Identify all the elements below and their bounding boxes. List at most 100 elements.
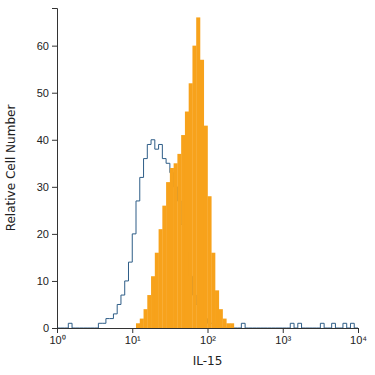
- histogram-bar: [61, 328, 65, 329]
- histogram-bar: [162, 206, 166, 328]
- x-tick-label: 10¹: [125, 334, 141, 346]
- histogram-step: [271, 328, 275, 329]
- y-tick-mark: [52, 93, 57, 94]
- y-tick: 20: [37, 228, 57, 240]
- histogram-step: [253, 328, 257, 329]
- histogram-bar: [110, 328, 114, 329]
- x-axis-title: IL-15: [193, 354, 223, 368]
- series-1: [136, 17, 234, 328]
- histogram-step: [151, 140, 155, 145]
- histogram-step: [72, 323, 76, 328]
- histogram-bar: [132, 328, 136, 329]
- histogram-step: [347, 323, 351, 328]
- histogram-step: [98, 323, 102, 328]
- histogram-step: [335, 323, 339, 328]
- histogram-bar: [256, 328, 260, 329]
- axis-line: [52, 9, 58, 329]
- histogram-step: [136, 201, 140, 234]
- y-tick-mark: [52, 187, 57, 188]
- histogram-bar: [287, 328, 291, 329]
- histogram-bar: [87, 328, 91, 329]
- histogram-bar: [241, 328, 245, 329]
- histogram-bar: [275, 328, 279, 329]
- histogram-step: [283, 328, 287, 329]
- histogram-step: [95, 328, 99, 329]
- histogram-step: [298, 323, 302, 328]
- histogram-bar: [174, 163, 178, 328]
- histogram-bar: [192, 46, 196, 328]
- histogram-bar: [68, 328, 72, 329]
- histogram-bar: [136, 323, 140, 328]
- histogram-bar: [181, 135, 185, 328]
- histogram-bar: [302, 328, 306, 329]
- histogram-bar: [155, 253, 159, 328]
- histogram-bar: [147, 295, 151, 328]
- histogram-step: [155, 140, 159, 149]
- histogram-bar: [234, 328, 238, 329]
- histogram-step: [328, 328, 332, 329]
- histogram-step: [61, 328, 65, 329]
- histogram-step: [264, 328, 268, 329]
- histogram-bar: [106, 328, 110, 329]
- histogram-bar: [189, 83, 193, 328]
- histogram-step: [106, 319, 110, 324]
- histogram-bar: [113, 328, 117, 329]
- histogram-bar: [215, 290, 219, 328]
- histogram-bar: [98, 328, 102, 329]
- histogram-step: [147, 144, 151, 158]
- histogram-step: [162, 144, 166, 158]
- histogram-step: [113, 314, 117, 319]
- histogram-bar: [117, 328, 121, 329]
- histogram-bar: [91, 328, 95, 329]
- histogram-step: [350, 323, 354, 328]
- histogram-bar: [320, 328, 324, 329]
- histogram-step: [166, 159, 170, 164]
- y-tick-label: 40: [37, 134, 49, 146]
- histogram-bar: [185, 112, 189, 328]
- histogram-bar: [65, 328, 69, 329]
- histogram-step: [268, 328, 272, 329]
- histogram-bar: [332, 328, 336, 329]
- y-tick-mark: [52, 140, 57, 141]
- histogram-bar: [72, 328, 76, 329]
- histogram-step: [245, 323, 249, 328]
- histogram-step: [234, 328, 238, 329]
- histogram-bar: [335, 328, 339, 329]
- histogram-bar: [121, 328, 125, 329]
- histogram-step: [102, 323, 106, 324]
- x-tick: 10¹: [125, 328, 141, 346]
- y-tick: 10: [37, 275, 57, 287]
- histogram-bar: [298, 328, 302, 329]
- plot-area: [57, 17, 358, 328]
- histogram-bar: [264, 328, 268, 329]
- histogram-bar: [166, 182, 170, 328]
- y-tick: 30: [37, 181, 57, 193]
- histogram-bar: [200, 60, 204, 328]
- histogram-step: [65, 328, 69, 329]
- histogram-step: [121, 295, 125, 304]
- x-tick-label: 10⁴: [350, 334, 367, 346]
- histogram-step: [354, 323, 358, 328]
- histogram-bar: [170, 168, 174, 328]
- x-tick: 10⁰: [49, 328, 65, 346]
- histogram-step: [140, 177, 144, 201]
- histogram-bar: [268, 328, 272, 329]
- histogram-step: [279, 328, 283, 329]
- histogram-bar: [279, 328, 283, 329]
- histogram-bar: [343, 328, 347, 329]
- histogram-step: [117, 304, 121, 313]
- histogram-bar: [144, 309, 148, 328]
- histogram-bar: [211, 253, 215, 328]
- histogram-bar: [238, 328, 242, 329]
- axis-line: [58, 329, 359, 334]
- histogram-bar: [354, 328, 358, 329]
- histogram-bar: [317, 328, 321, 329]
- y-tick-label: 30: [37, 181, 49, 193]
- histogram-bar: [271, 328, 275, 329]
- histogram-bar: [230, 323, 234, 328]
- y-axis: 0102030405060: [37, 9, 58, 335]
- histogram-step: [241, 323, 245, 328]
- histogram-step: [339, 328, 343, 329]
- histogram-bar: [177, 154, 181, 328]
- x-tick-mark: [358, 328, 359, 333]
